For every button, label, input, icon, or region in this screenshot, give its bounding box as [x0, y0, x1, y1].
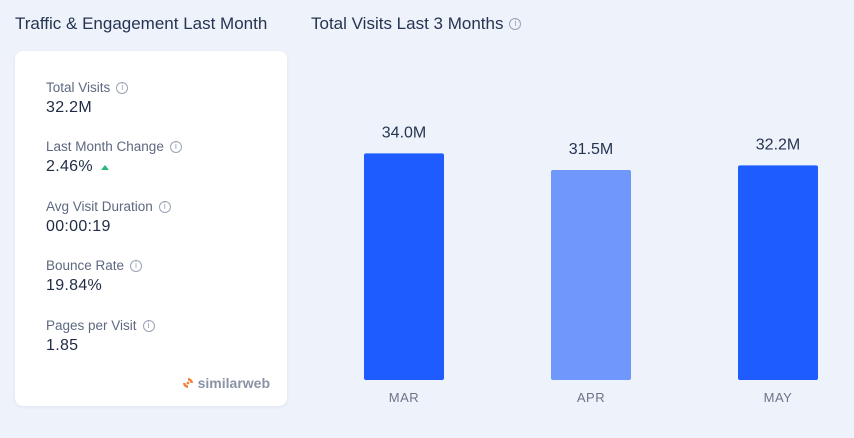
- category-label: MAY: [764, 390, 793, 405]
- bar-value-label: 31.5M: [569, 141, 613, 158]
- bar-apr[interactable]: [551, 170, 631, 380]
- chart-title-wrap: Total Visits Last 3 Months i: [311, 14, 522, 34]
- info-icon[interactable]: i: [509, 18, 522, 30]
- engagement-title: Traffic & Engagement Last Month: [15, 14, 268, 33]
- chart-title: Total Visits Last 3 Months: [311, 14, 504, 33]
- trend-up-icon: [100, 164, 109, 170]
- metric-last-month-change: Last Month Change i 2.46%: [46, 139, 182, 176]
- category-label: MAR: [389, 390, 419, 405]
- metric-avg-visit-duration: Avg Visit Duration i 00:00:19: [46, 199, 171, 236]
- metric-value: 32.2M: [46, 99, 92, 116]
- info-icon[interactable]: i: [158, 200, 171, 213]
- info-icon[interactable]: i: [169, 140, 182, 153]
- metric-label: Bounce Rate: [46, 258, 125, 273]
- metric-pages-per-visit: Pages per Visit i 1.85: [46, 318, 155, 355]
- metric-value: 00:00:19: [46, 218, 111, 235]
- metric-total-visits: Total Visits i 32.2M: [46, 80, 129, 117]
- similarweb-icon: [182, 378, 193, 388]
- category-label: APR: [577, 390, 605, 405]
- engagement-card: Total Visits i 32.2M Last Month Change i…: [15, 51, 287, 406]
- brand-name: similarweb: [197, 375, 270, 391]
- info-icon[interactable]: i: [142, 319, 155, 332]
- metric-label: Pages per Visit: [46, 318, 137, 333]
- metric-bounce-rate: Bounce Rate i 19.84%: [46, 258, 143, 295]
- metric-label: Avg Visit Duration: [46, 199, 153, 214]
- bar-mar[interactable]: [364, 153, 444, 380]
- bar-value-label: 34.0M: [382, 124, 426, 141]
- similarweb-logo: similarweb: [182, 375, 270, 391]
- metric-label: Total Visits: [46, 80, 111, 95]
- info-icon[interactable]: i: [130, 259, 143, 272]
- info-icon[interactable]: i: [116, 81, 129, 94]
- metric-value: 19.84%: [46, 277, 103, 294]
- metric-value: 1.85: [46, 337, 79, 354]
- bar-may[interactable]: [738, 165, 818, 380]
- metric-label: Last Month Change: [46, 139, 164, 154]
- metric-value: 2.46%: [46, 158, 93, 175]
- bar-value-label: 32.2M: [756, 136, 800, 153]
